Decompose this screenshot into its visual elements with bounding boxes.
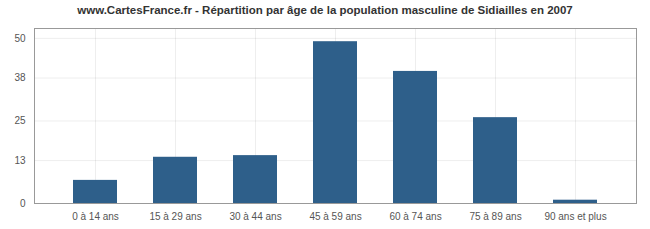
svg-text:75 à 89 ans: 75 à 89 ans	[469, 211, 521, 222]
svg-text:30 à 44 ans: 30 à 44 ans	[229, 211, 281, 222]
svg-text:13: 13	[14, 155, 26, 166]
svg-text:45 à 59 ans: 45 à 59 ans	[309, 211, 361, 222]
svg-text:0: 0	[20, 198, 26, 209]
svg-text:90 ans et plus: 90 ans et plus	[544, 211, 606, 222]
svg-text:15 à 29 ans: 15 à 29 ans	[149, 211, 201, 222]
svg-text:25: 25	[14, 115, 26, 126]
svg-text:60 à 74 ans: 60 à 74 ans	[389, 211, 441, 222]
svg-text:38: 38	[14, 72, 26, 83]
svg-text:0 à 14 ans: 0 à 14 ans	[72, 211, 119, 222]
html-text:www.CartesFrance.fr - Répartit: www.CartesFrance.fr - Répartition par âg…	[77, 4, 573, 16]
svg-text:50: 50	[14, 33, 26, 44]
